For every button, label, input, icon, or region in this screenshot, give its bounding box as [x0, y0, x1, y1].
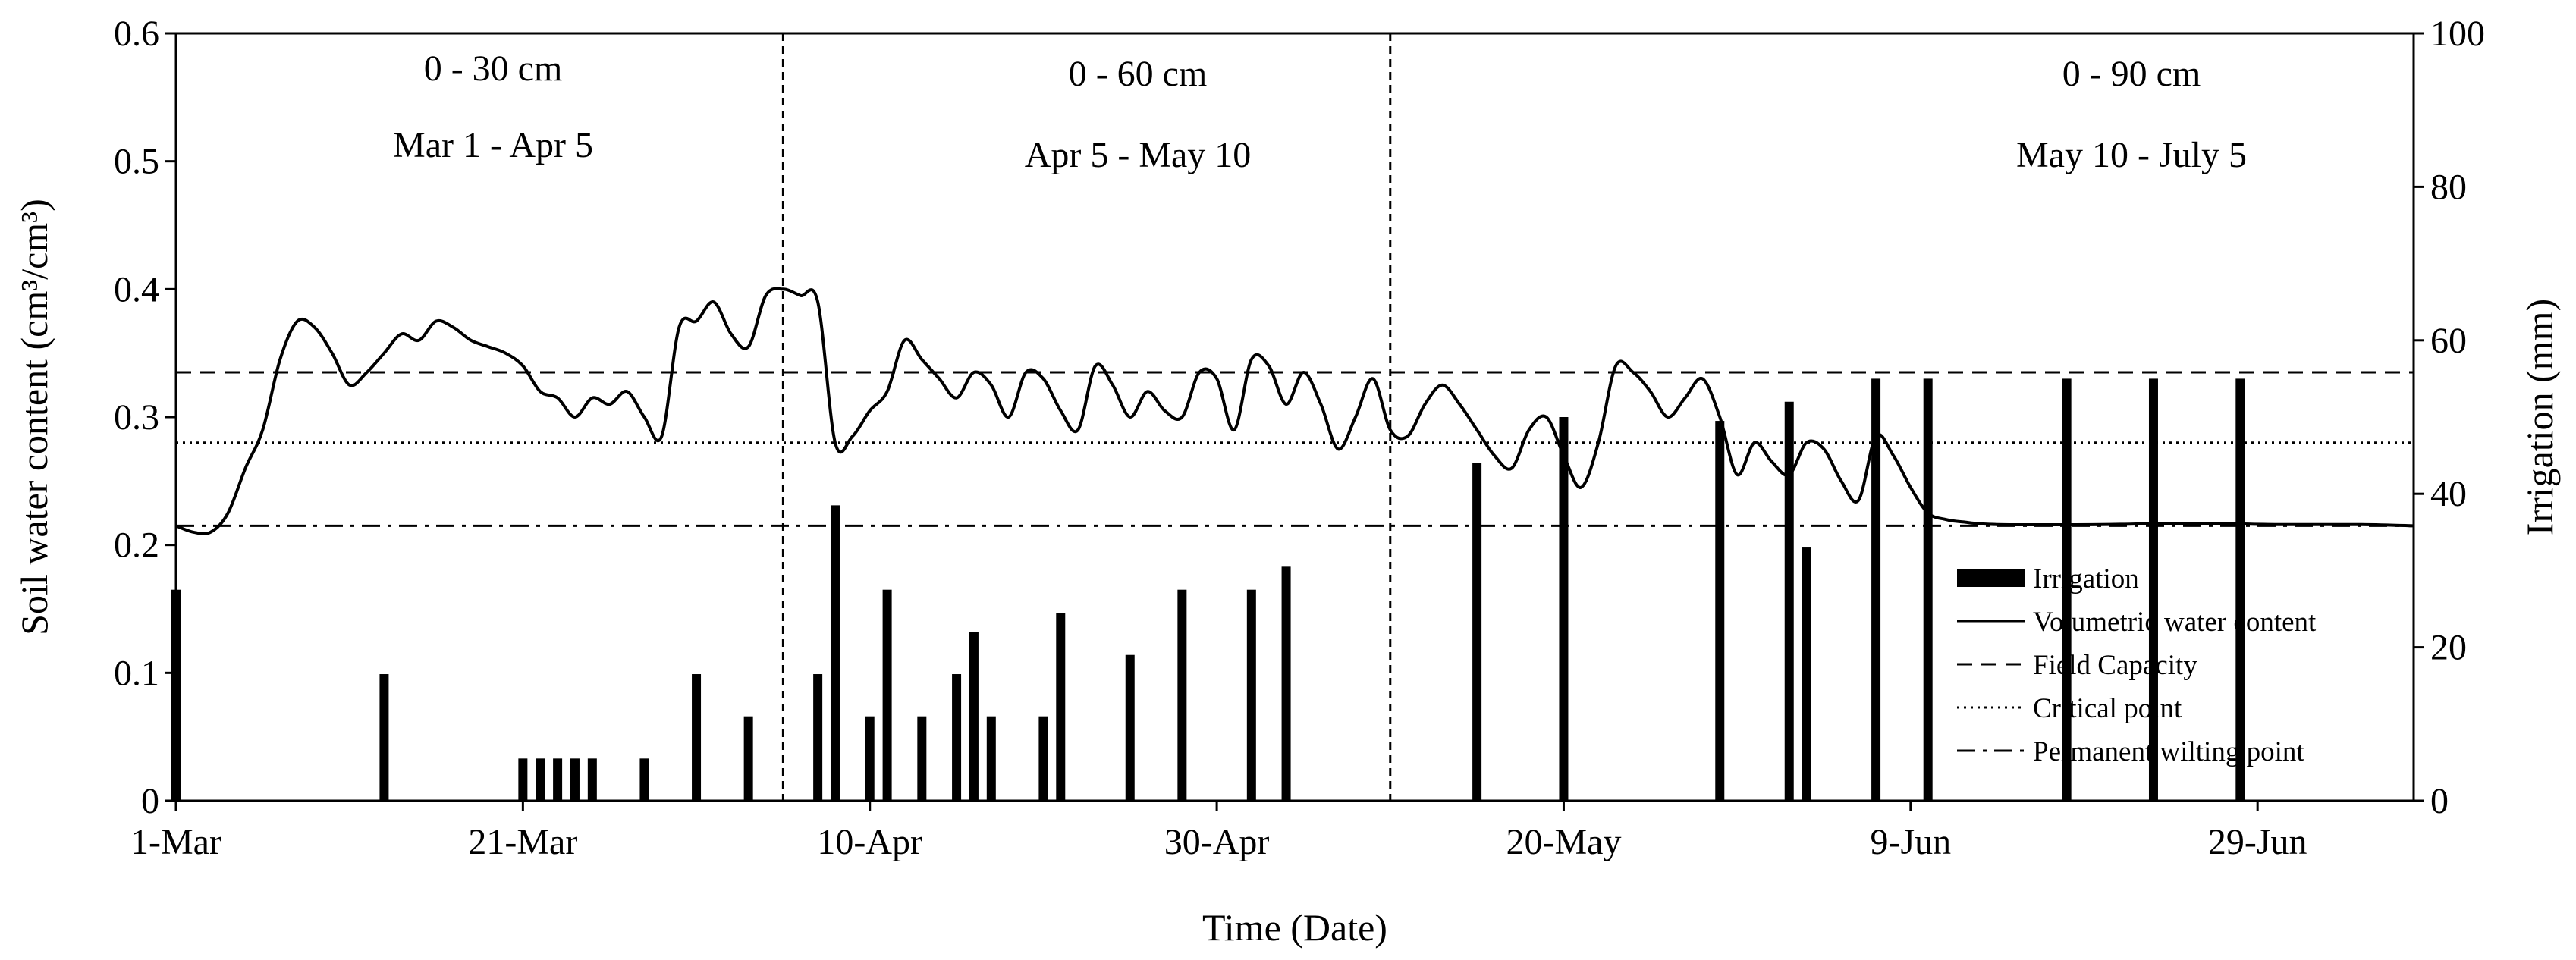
x-tick-label: 21-Mar — [468, 822, 577, 862]
irrigation-bar — [1715, 421, 1725, 801]
legend-label: Volumetric water content — [2033, 607, 2317, 638]
right-tick-label: 100 — [2430, 14, 2485, 54]
legend-label: Field Capacity — [2033, 650, 2197, 681]
left-tick-label: 0.3 — [114, 397, 159, 438]
left-axis-label: Soil water content (cm³/cm³) — [13, 199, 55, 635]
irrigation-bar — [1802, 547, 1811, 801]
x-axis-label: Time (Date) — [1202, 906, 1387, 949]
left-tick-label: 0.1 — [114, 653, 159, 693]
right-tick-label: 80 — [2430, 167, 2467, 207]
legend-swatch-bar — [1957, 569, 2025, 587]
right-tick-label: 20 — [2430, 628, 2467, 668]
irrigation-bar — [2062, 378, 2072, 801]
irrigation-bar — [536, 758, 545, 801]
x-tick-label: 29-Jun — [2208, 822, 2307, 862]
irrigation-bar — [1923, 378, 1933, 801]
left-tick-label: 0 — [141, 781, 159, 821]
irrigation-bar — [639, 758, 649, 801]
right-tick-label: 0 — [2430, 781, 2449, 821]
irrigation-bar — [1056, 613, 1066, 801]
left-tick-label: 0.6 — [114, 14, 159, 54]
irrigation-bar — [379, 674, 389, 801]
irrigation-bar — [952, 674, 962, 801]
x-tick-label: 30-Apr — [1164, 822, 1270, 862]
irrigation-bar — [1281, 566, 1291, 801]
x-tick-label: 20-May — [1506, 822, 1621, 862]
irrigation-bar — [865, 716, 875, 801]
irrigation-bar — [969, 632, 979, 801]
legend-label: Critical point — [2033, 693, 2182, 724]
volumetric-water-content-line — [175, 287, 2414, 536]
irrigation-bar — [830, 505, 840, 801]
irrigation-bar — [570, 758, 580, 801]
right-axis-ticks: 0 20 40 60 80 100 — [2414, 14, 2485, 821]
reference-lines — [176, 371, 2414, 527]
irrigation-bar — [1125, 654, 1135, 801]
irrigation-bar — [882, 589, 892, 801]
x-tick-label: 10-Apr — [817, 822, 922, 862]
right-axis-label: Irrigation (mm) — [2518, 299, 2561, 535]
left-tick-label: 0.2 — [114, 525, 159, 566]
irrigation-bar — [1871, 378, 1881, 801]
irrigation-bar — [986, 716, 996, 801]
irrigation-bar — [1246, 589, 1256, 801]
irrigation-bar — [1177, 589, 1187, 801]
period-date-label: May 10 - July 5 — [2016, 135, 2247, 175]
legend-label: Irrigation — [2033, 563, 2139, 595]
left-tick-label: 0.5 — [114, 142, 159, 182]
irrigation-bar — [917, 716, 927, 801]
irrigation-bar — [1472, 463, 1482, 801]
irrigation-bar — [1038, 716, 1048, 801]
period-depth-label: 0 - 60 cm — [1069, 54, 1208, 94]
x-tick-label: 1-Mar — [130, 822, 221, 862]
irrigation-bar — [2148, 378, 2158, 801]
x-tick-label: 9-Jun — [1870, 822, 1951, 862]
irrigation-bar — [743, 716, 753, 801]
irrigation-bar — [692, 674, 702, 801]
period-labels: 0 - 30 cm Mar 1 - Apr 5 0 - 60 cm Apr 5 - M… — [393, 49, 2247, 175]
left-tick-label: 0.4 — [114, 269, 159, 309]
x-axis-ticks: 1-Mar 21-Mar 10-Apr 30-Apr 20-May 9-Jun 29-Jun — [130, 801, 2307, 862]
irrigation-bar — [1559, 417, 1569, 801]
irrigation-bar — [518, 758, 528, 801]
irrigation-bars — [171, 378, 2245, 801]
period-date-label: Apr 5 - May 10 — [1025, 135, 1252, 175]
legend-label: Permanent wilting point — [2033, 736, 2304, 767]
period-depth-label: 0 - 90 cm — [2062, 54, 2201, 94]
irrigation-bar — [553, 758, 563, 801]
irrigation-bar — [1784, 401, 1794, 801]
irrigation-bar — [171, 589, 181, 801]
period-depth-label: 0 - 30 cm — [424, 49, 563, 89]
legend: Irrigation Volumetric water content Field … — [1957, 563, 2317, 767]
left-axis-ticks: 0 0.1 0.2 0.3 0.4 0.5 0.6 — [114, 14, 176, 821]
period-date-label: Mar 1 - Apr 5 — [393, 125, 593, 165]
irrigation-bar — [2235, 378, 2245, 801]
irrigation-bar — [813, 674, 823, 801]
right-tick-label: 60 — [2430, 321, 2467, 361]
right-tick-label: 40 — [2430, 474, 2467, 514]
irrigation-bar — [587, 758, 597, 801]
